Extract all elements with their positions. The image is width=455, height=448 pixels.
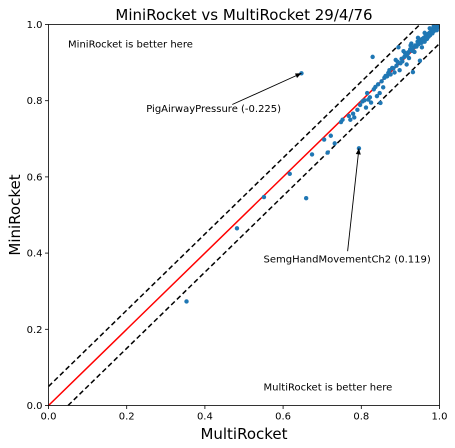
data-point (367, 95, 373, 100)
chart-title: MiniRocket vs MultiRocket 29/4/76 (115, 6, 372, 24)
data-point (419, 45, 425, 50)
data-point (392, 70, 397, 75)
data-point (332, 141, 337, 146)
axes-frame (48, 24, 440, 406)
data-point (396, 45, 401, 50)
data-point (348, 117, 353, 122)
x-tick-label: 0.8 (353, 412, 369, 423)
x-tick-label: 1.0 (432, 412, 448, 423)
data-point (346, 113, 351, 119)
data-point (394, 63, 399, 68)
data-point (388, 72, 393, 77)
data-point (375, 82, 381, 87)
data-point (404, 62, 409, 67)
data-point (328, 133, 334, 138)
data-point (406, 55, 412, 61)
annotation-label: SemgHandMovementCh2 (0.119) (264, 255, 431, 266)
x-tick-label: 0.6 (275, 412, 291, 423)
data-point (303, 196, 309, 201)
y-tick-label: 0.4 (27, 249, 43, 260)
data-point (384, 74, 390, 79)
x-axis-label: MultiRocket (200, 425, 287, 443)
data-point (340, 117, 345, 122)
y-tick-label: 0.6 (27, 172, 43, 183)
tick-group: 0.0 0.2 0.4 0.6 0.8 1.0 0.0 0.2 0.4 0.6 0.8 1.0 (27, 20, 448, 423)
data-point (431, 24, 436, 29)
data-point (410, 69, 416, 75)
data-point (234, 226, 240, 231)
annotation-arrow (232, 72, 302, 105)
data-point (417, 58, 423, 63)
data-point (391, 66, 396, 71)
annotation-arrowhead (294, 73, 302, 79)
plot-area: PigAirwayPressure (-0.225) SemgHandMoveme… (48, 24, 440, 406)
annotation-arrowhead (355, 148, 361, 155)
upper-band-line (48, 24, 421, 387)
data-point (400, 59, 405, 64)
clipped-plot (48, 24, 440, 406)
data-point (402, 50, 408, 56)
x-tick-label: 0.4 (197, 412, 213, 423)
data-point (374, 93, 380, 99)
data-point (370, 54, 375, 60)
x-tick-label: 0.2 (119, 412, 135, 423)
x-tick-label: 0.0 (41, 412, 57, 423)
annotation-label: PigAirwayPressure (-0.225) (146, 104, 281, 115)
data-point (434, 28, 439, 33)
lower-region-label: MultiRocket is better here (264, 382, 393, 393)
data-point (373, 84, 378, 90)
data-point (363, 105, 369, 110)
data-point (261, 194, 267, 200)
y-tick-label: 1.0 (27, 20, 43, 31)
data-point (379, 79, 384, 84)
data-point (352, 115, 357, 120)
data-point (321, 137, 327, 142)
annotation-arrow (347, 148, 360, 252)
data-point (415, 35, 421, 41)
y-tick-label: 0.8 (27, 96, 43, 107)
y-tick-label: 0.2 (27, 325, 43, 336)
data-point (357, 102, 363, 108)
data-point (287, 171, 292, 177)
data-point (378, 100, 383, 106)
data-point (408, 43, 413, 48)
data-point (422, 30, 427, 36)
upper-region-label: MiniRocket is better here (68, 40, 193, 51)
data-point (355, 107, 360, 113)
data-point (380, 85, 386, 90)
y-tick-label: 0.0 (27, 401, 43, 412)
data-point (325, 150, 330, 155)
data-point (377, 90, 382, 96)
data-point (184, 299, 189, 304)
data-point (397, 68, 402, 73)
data-point (362, 98, 367, 103)
data-point (364, 90, 370, 96)
data-point (427, 26, 432, 31)
y-axis-label: MiniRocket (6, 174, 24, 255)
lower-band-line (67, 43, 440, 406)
data-point (436, 24, 440, 28)
data-point (309, 152, 315, 157)
data-point (350, 111, 356, 116)
data-point (412, 49, 417, 55)
data-point (368, 100, 374, 105)
